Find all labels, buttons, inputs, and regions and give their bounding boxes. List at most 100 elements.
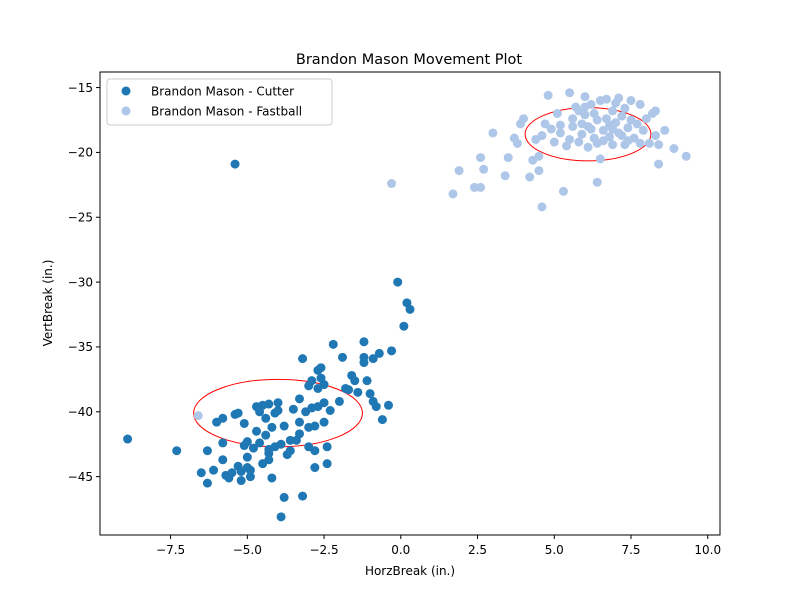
cutter-point	[242, 452, 252, 462]
fastball-point	[537, 202, 547, 212]
fastball-point	[503, 153, 513, 163]
points-layer	[123, 88, 691, 522]
cutter-point	[261, 430, 271, 440]
fastball-point	[623, 123, 633, 133]
fastball-point	[568, 114, 578, 124]
cutter-point	[230, 159, 240, 169]
cutter-point	[322, 459, 332, 469]
y-tick-label: −45	[68, 470, 93, 484]
fastball-point	[525, 172, 535, 182]
fastball-point	[540, 119, 550, 129]
cutter-point	[362, 376, 372, 386]
cutter-point	[264, 399, 274, 409]
cutter-point	[310, 446, 320, 456]
fastball-point	[500, 171, 510, 181]
cutter-point	[239, 418, 249, 428]
x-axis-label: HorzBreak (in.)	[365, 564, 455, 578]
cutter-point	[384, 400, 394, 410]
cutter-point	[374, 348, 384, 358]
cutter-point	[245, 465, 255, 475]
x-tick-label: −2.5	[309, 543, 338, 557]
cutter-point	[273, 406, 283, 415]
cutter-point	[359, 358, 369, 368]
fastball-point	[644, 138, 654, 148]
fastball-point	[565, 88, 575, 98]
cutter-point	[276, 512, 286, 522]
fastball-point	[654, 159, 664, 169]
x-tick-label: −7.5	[156, 543, 185, 557]
fastball-point	[608, 124, 618, 134]
cutter-point	[310, 463, 320, 473]
cutter-point	[377, 415, 387, 425]
cutter-point	[202, 478, 212, 488]
fastball-point	[476, 153, 486, 163]
cutter-point	[399, 321, 409, 331]
y-axis-ticks: −45 −40 −35 −30 −25 −20 −15	[68, 81, 100, 484]
fastball-point	[605, 132, 614, 142]
chart-title: Brandon Mason Movement Plot	[296, 52, 523, 68]
fastball-point	[577, 129, 587, 139]
x-axis-ticks: −7.5 −5.0 −2.5 0.0 2.5 5.0 7.5 10.0	[156, 535, 721, 557]
cutter-point	[350, 376, 360, 386]
cutter-point	[264, 455, 274, 465]
fastball-point	[641, 114, 651, 124]
fastball-point	[632, 119, 642, 129]
fastball-point	[651, 106, 661, 116]
y-axis-label: VertBreak (in.)	[41, 260, 55, 347]
cutter-point	[279, 421, 289, 431]
cutter-point	[196, 468, 206, 478]
cutter-point	[236, 476, 246, 486]
cutter-point	[371, 402, 381, 412]
cutter-point	[248, 443, 258, 453]
cutter-point	[273, 398, 283, 408]
fastball-point	[534, 166, 544, 176]
x-tick-label: 10.0	[694, 543, 721, 557]
y-tick-label: −40	[68, 405, 93, 419]
cutter-point	[276, 439, 286, 449]
cutter-point	[298, 491, 308, 501]
fastball-point	[552, 109, 562, 118]
fastball-point	[488, 128, 498, 138]
y-tick-label: −15	[68, 81, 93, 95]
x-tick-label: −5.0	[233, 543, 262, 557]
cutter-point	[264, 448, 274, 458]
cutter-point	[405, 304, 415, 314]
cutter-point	[288, 404, 298, 414]
cutter-point	[227, 468, 237, 478]
cutter-point	[353, 387, 363, 397]
fastball-point	[614, 93, 624, 103]
fastball-point	[601, 94, 611, 104]
cutter-point	[298, 354, 308, 364]
cutter-point	[295, 394, 304, 404]
cutter-point	[123, 434, 133, 444]
cutter-point	[255, 438, 265, 448]
legend: Brandon Mason - Cutter Brandon Mason - F…	[106, 78, 333, 126]
y-tick-label: −30	[68, 275, 93, 289]
cutter-point	[261, 413, 271, 423]
cutter-point	[218, 438, 228, 448]
fastball-point	[580, 92, 590, 102]
fastball-point	[454, 166, 464, 176]
legend-box	[106, 78, 333, 126]
fastball-point	[448, 189, 458, 199]
fastball-point	[555, 128, 565, 138]
legend-label-cutter: Brandon Mason - Cutter	[151, 85, 294, 99]
cutter-point	[316, 363, 326, 373]
fastball-point	[479, 164, 489, 174]
fastball-point	[543, 90, 553, 100]
cutter-point	[295, 417, 304, 427]
cutter-point	[172, 446, 182, 456]
cutter-point	[245, 472, 255, 482]
fastball-point	[580, 102, 590, 112]
x-tick-label: 2.5	[468, 543, 487, 557]
fastball-point	[608, 106, 618, 116]
fastball-point	[534, 151, 544, 161]
cutter-point	[319, 398, 329, 408]
x-tick-label: 0.0	[391, 543, 410, 557]
cutter-point	[322, 442, 332, 452]
fastball-point	[537, 131, 547, 141]
fastball-point	[635, 138, 645, 148]
fastball-point	[660, 125, 670, 135]
cutter-point	[337, 352, 347, 362]
